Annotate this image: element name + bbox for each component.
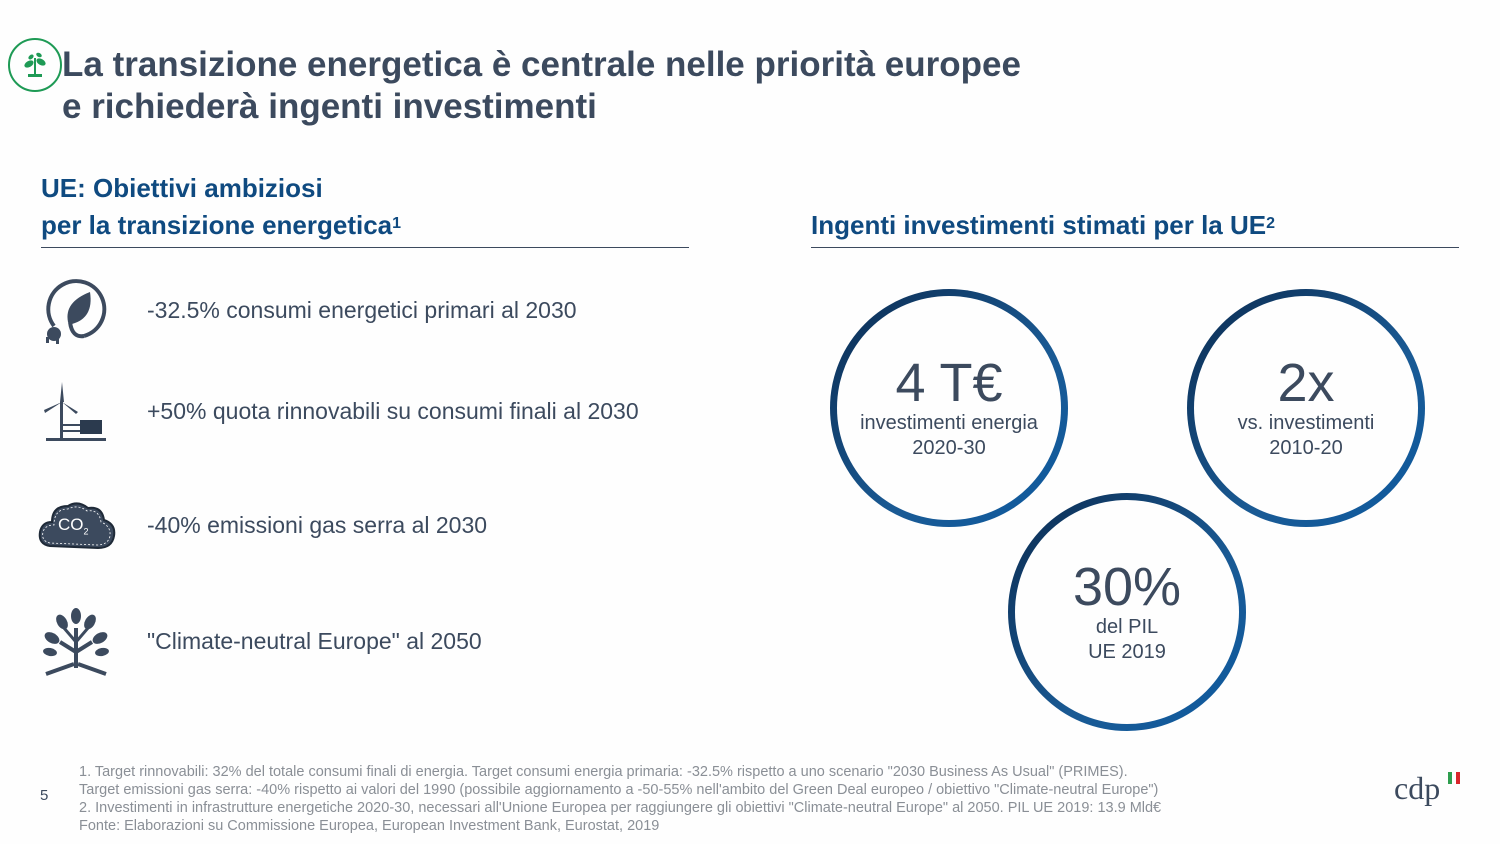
title-line-2: e richiederà ingenti investimenti xyxy=(62,87,597,126)
right-heading-text: Ingenti investimenti stimati per la UE xyxy=(811,210,1267,240)
page-number: 5 xyxy=(40,787,49,804)
objective-item: "Climate-neutral Europe" al 2050 xyxy=(147,628,482,654)
cdp-logo: cdp xyxy=(1394,770,1441,806)
co2-label: CO2 xyxy=(58,515,89,536)
flag-green-stripe xyxy=(1448,772,1452,784)
footnote-ref-2: 2 xyxy=(1266,215,1276,232)
title-line-1: La transizione energetica è centrale nel… xyxy=(62,45,1021,84)
stat-label-line-2: 2020-30 xyxy=(912,437,986,459)
page-title: La transizione energetica è centrale nel… xyxy=(62,44,1021,128)
stat-value: 2x xyxy=(1277,353,1335,413)
stat-label-line-1: investimenti energia xyxy=(860,412,1038,434)
stat-label-line-2: 2010-20 xyxy=(1269,437,1343,459)
co2-subscript: 2 xyxy=(83,526,89,537)
cloud-shape xyxy=(38,502,116,550)
footnote-line: 1. Target rinnovabili: 32% del totale co… xyxy=(79,764,1128,780)
tree-icon xyxy=(43,608,109,676)
sprout-logo xyxy=(8,38,62,92)
left-heading: UE: Obiettivi ambiziosi per la transizio… xyxy=(41,170,401,244)
co2-cloud-icon: CO2 xyxy=(36,496,118,554)
stat-label-line-1: del PIL xyxy=(1095,616,1159,638)
flag-red-stripe xyxy=(1456,772,1460,784)
stat-circle-gdp: 30% del PIL UE 2019 xyxy=(1008,493,1246,731)
objective-item: -40% emissioni gas serra al 2030 xyxy=(147,512,488,538)
footnote-ref-1: 1 xyxy=(392,215,402,232)
footnotes: 1. Target rinnovabili: 32% del totale co… xyxy=(79,763,1161,835)
stat-value: 30% xyxy=(1072,557,1182,617)
right-divider xyxy=(811,247,1459,248)
co2-label-text: CO xyxy=(58,515,84,534)
stat-label-line-1: vs. investimenti xyxy=(1237,412,1375,434)
objective-item: -32.5% consumi energetici primari al 203… xyxy=(147,297,577,323)
left-divider xyxy=(41,247,689,248)
footnote-line: Target emissioni gas serra: -40% rispett… xyxy=(79,782,1159,798)
stat-label-line-2: UE 2019 xyxy=(1088,641,1166,663)
right-heading: Ingenti investimenti stimati per la UE2 xyxy=(811,207,1275,244)
wind-turbine-icon xyxy=(44,382,106,441)
stat-circle-investments: 4 T€ investimenti energia 2020-30 xyxy=(830,289,1068,527)
objective-item: +50% quota rinnovabili su consumi finali… xyxy=(147,398,639,424)
footnote-line: Fonte: Elaborazioni su Commissione Europ… xyxy=(79,818,660,834)
leaf-plug-icon xyxy=(46,279,107,344)
stat-circle-multiplier: 2x vs. investimenti 2010-20 xyxy=(1187,289,1425,527)
sprout-icon xyxy=(24,52,46,77)
flag-white-stripe xyxy=(1452,772,1456,784)
left-heading-line-1: UE: Obiettivi ambiziosi xyxy=(41,173,323,203)
stat-value: 4 T€ xyxy=(895,353,1003,413)
footnote-line: 2. Investimenti in infrastrutture energe… xyxy=(79,800,1162,816)
left-heading-line-2: per la transizione energetica xyxy=(41,210,393,240)
